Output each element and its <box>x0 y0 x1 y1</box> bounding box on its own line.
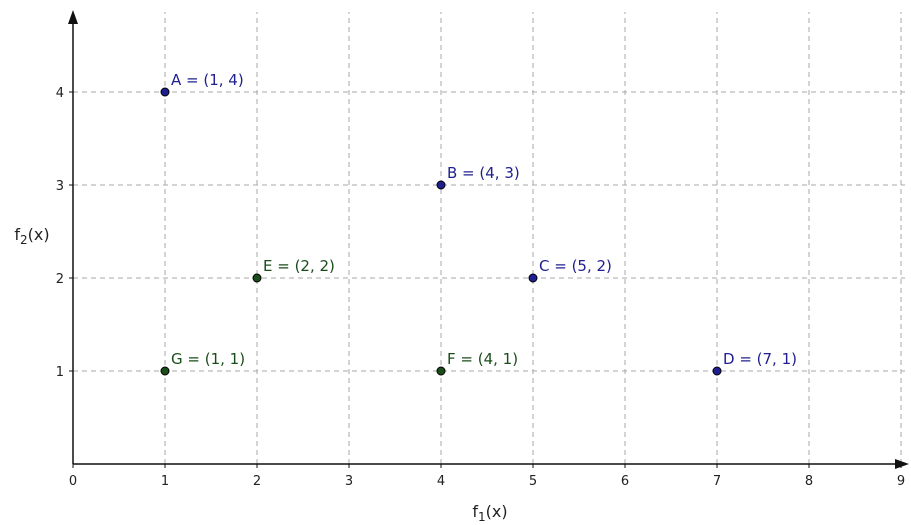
x-tick-label-9: 9 <box>897 474 905 489</box>
x-tick-label-7: 7 <box>713 474 721 489</box>
point-A <box>160 87 170 97</box>
x-tick-label-3: 3 <box>345 474 353 489</box>
point-label-E: E = (2, 2) <box>263 257 335 275</box>
point-C <box>528 273 538 283</box>
y-tick-labels: 1 2 3 4 <box>56 86 64 380</box>
point-label-A: A = (1, 4) <box>171 71 244 89</box>
point-F <box>436 366 446 376</box>
y-axis-arrow-icon <box>68 10 78 24</box>
grid <box>73 12 905 464</box>
axes <box>68 10 909 469</box>
point-label-B: B = (4, 3) <box>447 164 520 182</box>
y-tick-label-4: 4 <box>56 86 64 101</box>
x-axis-label: f1(x) <box>472 502 507 524</box>
point-E <box>252 273 262 283</box>
y-tick-label-3: 3 <box>56 179 64 194</box>
point-label-C: C = (5, 2) <box>539 257 612 275</box>
point-label-G: G = (1, 1) <box>171 350 245 368</box>
point-D <box>712 366 722 376</box>
x-tick-label-2: 2 <box>253 474 261 489</box>
y-axis-label: f2(x) <box>14 225 49 247</box>
data-points: A = (1, 4) B = (4, 3) C = (5, 2) D = (7, 1)… <box>160 71 797 376</box>
point-label-F: F = (4, 1) <box>447 350 518 368</box>
x-tick-label-5: 5 <box>529 474 537 489</box>
y-tick-label-1: 1 <box>56 365 64 380</box>
x-axis-arrow-icon <box>895 459 909 469</box>
point-label-D: D = (7, 1) <box>723 350 797 368</box>
y-tick-label-2: 2 <box>56 272 64 287</box>
x-tick-labels: 0 1 2 3 4 5 6 7 8 9 <box>69 474 905 489</box>
x-tick-label-8: 8 <box>805 474 813 489</box>
x-tick-label-0: 0 <box>69 474 77 489</box>
x-tick-label-1: 1 <box>161 474 169 489</box>
x-tick-label-6: 6 <box>621 474 629 489</box>
point-G <box>160 366 170 376</box>
x-tick-label-4: 4 <box>437 474 445 489</box>
point-B <box>436 180 446 190</box>
